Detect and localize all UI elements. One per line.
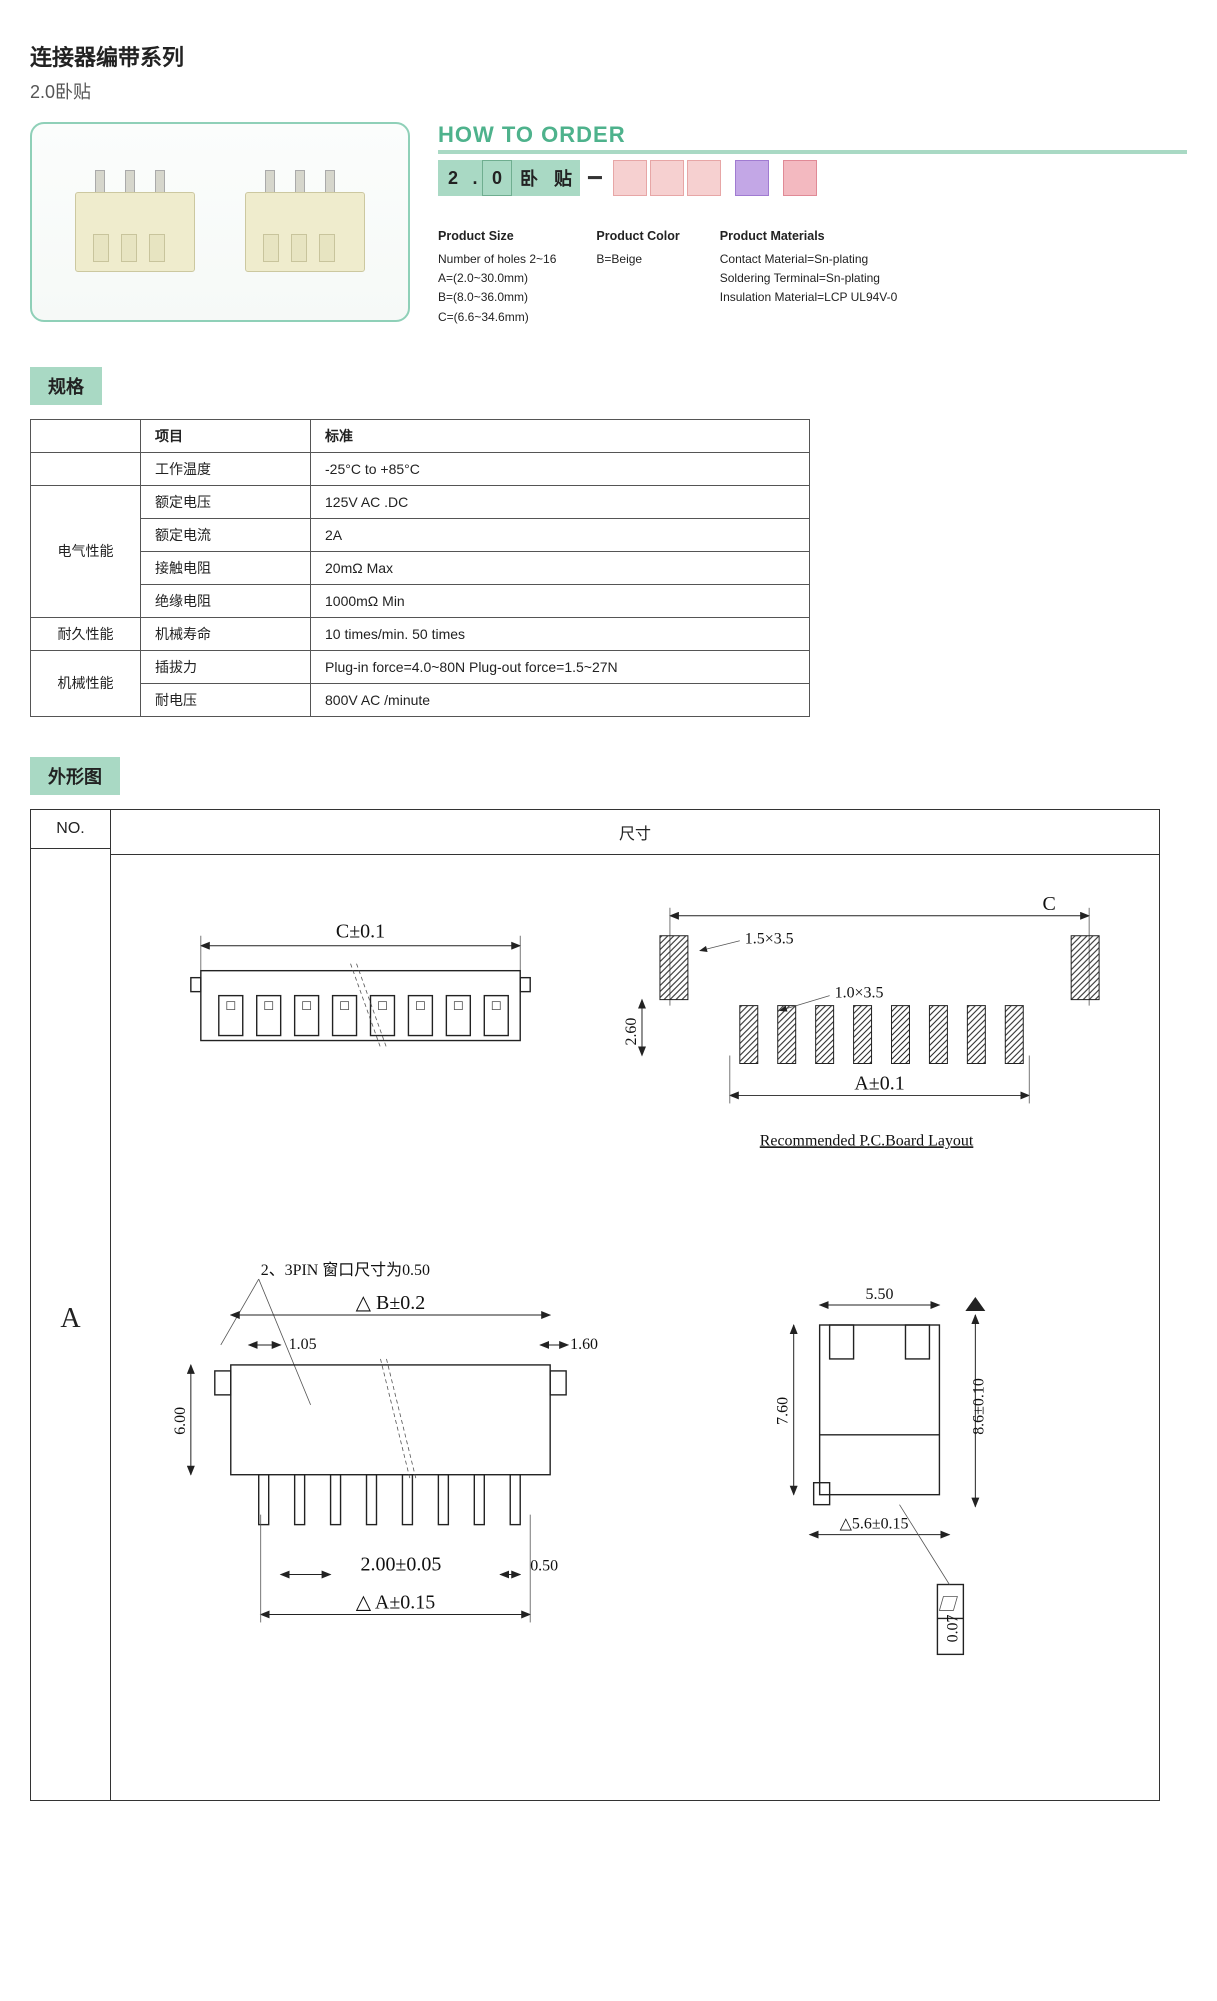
spec-item: 插拔力 [141,650,311,683]
pcb-note: Recommended P.C.Board Layout [760,1132,974,1149]
dim-box10: 1.0×3.5 [835,984,884,1001]
order-box: . [468,160,482,196]
spec-group: 耐久性能 [31,617,141,650]
spec-group: 机械性能 [31,650,141,716]
technical-drawing: C±0.1 C [111,855,1159,1795]
dim-b-tol: △ B±0.2 [356,1292,426,1314]
spec-item: 额定电流 [141,518,311,551]
drawing-dim-head: 尺寸 [111,810,1159,855]
spec-head-item: 项目 [141,419,311,452]
order-box: 贴 [546,160,580,196]
spec-item: 耐电压 [141,683,311,716]
dim-600: 6.00 [172,1407,189,1435]
order-box-size [650,160,684,196]
order-box-size [613,160,647,196]
spec-value: 10 times/min. 50 times [311,617,810,650]
page-subtitle: 2.0卧贴 [30,78,1187,104]
dim-160: 1.60 [570,1336,598,1353]
dim-760: 7.60 [775,1397,792,1425]
connector-render-1 [65,152,205,292]
order-size-line: Number of holes 2~16 [438,250,556,269]
order-size-heading: Product Size [438,226,556,246]
order-dash: − [580,160,610,196]
drawing-no-value: A [31,849,110,1789]
spec-value: -25°C to +85°C [311,452,810,485]
spec-group: 电气性能 [31,485,141,617]
dim-007: 0.07 [944,1614,961,1642]
order-descriptions: Product Size Number of holes 2~16 A=(2.0… [438,226,1187,327]
order-box: 0 [482,160,512,196]
order-size-line: A=(2.0~30.0mm) [438,269,556,288]
dim-c-top: C [1043,893,1056,915]
spec-item: 接触电阻 [141,551,311,584]
product-photo [30,122,410,322]
spec-value: 1000mΩ Min [311,584,810,617]
dim-050: 0.50 [530,1557,558,1574]
dim-105: 1.05 [289,1336,317,1353]
spec-value: Plug-in force=4.0~80N Plug-out force=1.5… [311,650,810,683]
section-tag-spec: 规格 [30,367,102,405]
how-to-order: HOW TO ORDER 2 . 0 卧 贴 − Product Size Nu… [438,122,1187,327]
dim-86: 8.6±0.10 [970,1378,987,1435]
drawing-frame: NO. A 尺寸 C±0.1 [30,809,1160,1801]
dim-pitch: 2.00±0.05 [361,1553,442,1575]
order-mat-line: Insulation Material=LCP UL94V-0 [720,288,898,307]
order-color-line: B=Beige [596,250,679,269]
connector-render-2 [235,152,375,292]
order-box-color [735,160,769,196]
spec-item: 额定电压 [141,485,311,518]
order-box-size [687,160,721,196]
spec-value: 20mΩ Max [311,551,810,584]
note-23pin: 2、3PIN 窗口尺寸为0.50 [261,1261,430,1279]
order-title: HOW TO ORDER [438,122,1187,154]
order-box: 2 [438,160,468,196]
order-col-materials: Product Materials Contact Material=Sn-pl… [720,226,898,327]
dim-550: 5.50 [866,1286,894,1303]
dim-a-pcb: A±0.1 [854,1072,904,1094]
spec-table: 项目 标准 工作温度-25°C to +85°C 电气性能额定电压125V AC … [30,419,810,717]
order-color-heading: Product Color [596,226,679,246]
order-col-size: Product Size Number of holes 2~16 A=(2.0… [438,226,556,327]
spec-value: 125V AC .DC [311,485,810,518]
spec-group [31,452,141,485]
order-size-line: B=(8.0~36.0mm) [438,288,556,307]
order-size-line: C=(6.6~34.6mm) [438,308,556,327]
section-tag-drawing: 外形图 [30,757,120,795]
page-title: 连接器编带系列 [30,40,1187,72]
dim-box15: 1.5×3.5 [745,930,794,947]
order-mat-line: Soldering Terminal=Sn-plating [720,269,898,288]
spec-item: 绝缘电阻 [141,584,311,617]
order-col-color: Product Color B=Beige [596,226,679,327]
dim-c-tol: C±0.1 [336,920,385,942]
spec-value: 800V AC /minute [311,683,810,716]
top-row: HOW TO ORDER 2 . 0 卧 贴 − Product Size Nu… [30,122,1187,327]
dim-a-tol: △ A±0.15 [356,1591,436,1613]
spec-value: 2A [311,518,810,551]
order-mat-line: Contact Material=Sn-plating [720,250,898,269]
spec-head-std: 标准 [311,419,810,452]
order-box: 卧 [512,160,546,196]
spec-item: 工作温度 [141,452,311,485]
spec-item: 机械寿命 [141,617,311,650]
order-box-material [783,160,817,196]
drawing-no-head: NO. [31,810,110,849]
order-code-row: 2 . 0 卧 贴 − [438,160,1187,196]
dim-56: △5.6±0.15 [840,1515,909,1532]
order-mat-heading: Product Materials [720,226,898,246]
dim-260: 2.60 [623,1017,640,1045]
